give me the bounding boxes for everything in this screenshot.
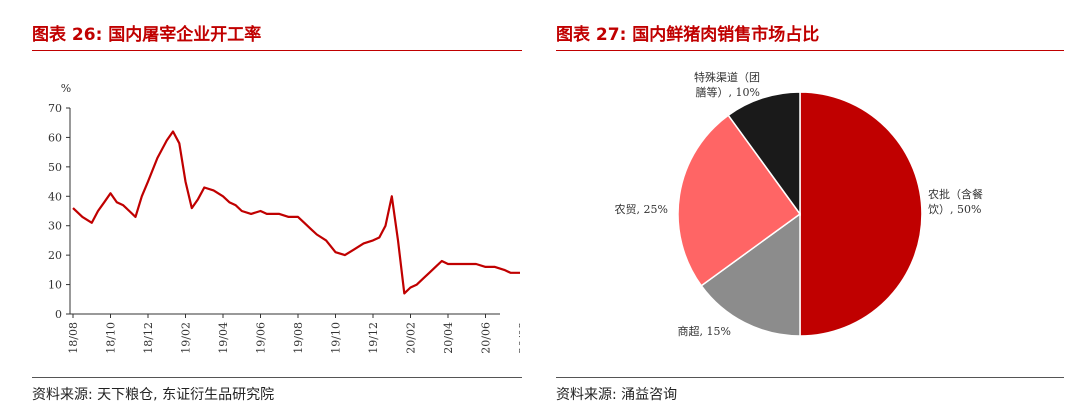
- y-tick-label: 70: [48, 102, 62, 115]
- y-tick-label: 60: [48, 131, 62, 144]
- line-chart-title: 图表 26: 国内屠宰企业开工率: [32, 25, 262, 45]
- x-tick-label: 19/04: [217, 322, 230, 354]
- pie-chart-title: 图表 27: 国内鲜猪肉销售市场占比: [556, 25, 820, 45]
- line-chart-panel: 图表 26: 国内屠宰企业开工率 % 0 10 20 30 40 50 60 70 18/08 18…: [0, 0, 522, 416]
- y-tick-label: 0: [55, 308, 62, 321]
- y-tick-label: 40: [48, 190, 62, 203]
- pie-chart-source: 资料来源: 涌益咨询: [556, 387, 678, 403]
- slice-label: 特殊渠道（团膳等）, 10%: [694, 70, 760, 99]
- x-tick-label: 18/12: [142, 322, 155, 354]
- line-chart: % 0 10 20 30 40 50 60 70 18/08 18/10 18/12 19/02 19/0…: [48, 82, 520, 354]
- pie-slice: [700, 212, 801, 337]
- pie-slice: [677, 114, 802, 287]
- pie-slice: [727, 91, 801, 217]
- x-tick-label: 19/08: [292, 322, 305, 354]
- y-tick-label: 50: [48, 161, 62, 174]
- x-tick-label: 19/10: [330, 322, 343, 354]
- pie-chart: 农批（含餐饮）, 50% 商超, 15% 农贸, 25% 特殊渠道（团膳等）, 10%: [615, 70, 983, 338]
- x-tick-label: 19/06: [255, 322, 268, 354]
- source-divider: [556, 377, 1064, 378]
- line-series: [72, 130, 520, 295]
- x-tick-label: 20/02: [405, 322, 418, 354]
- slice-label: 农贸, 25%: [615, 202, 668, 216]
- y-tick-label: 20: [48, 249, 62, 262]
- pie-chart-panel: 图表 27: 国内鲜猪肉销售市场占比 农批（含餐饮）, 50% 商超, 15% 农贸…: [556, 0, 1066, 416]
- pie-slice: [799, 91, 923, 337]
- x-tick-label: 18/08: [67, 322, 80, 354]
- x-tick-label: 19/02: [180, 322, 193, 354]
- source-divider: [32, 377, 522, 378]
- y-axis-unit: %: [61, 82, 71, 95]
- slice-label: 农批（含餐饮）, 50%: [928, 187, 983, 216]
- x-tick-label: 20/06: [480, 322, 493, 354]
- y-tick-label: 30: [48, 220, 62, 233]
- title-divider: [556, 50, 1064, 51]
- x-tick-label: 20/08: [517, 322, 520, 354]
- title-divider: [32, 50, 522, 51]
- line-chart-source: 资料来源: 天下粮仓, 东证衍生品研究院: [32, 387, 275, 403]
- x-tick-label: 18/10: [105, 322, 118, 354]
- x-tick-label: 19/12: [367, 322, 380, 354]
- x-tick-label: 20/04: [442, 322, 455, 354]
- y-tick-label: 10: [48, 279, 62, 292]
- slice-label: 商超, 15%: [678, 324, 731, 338]
